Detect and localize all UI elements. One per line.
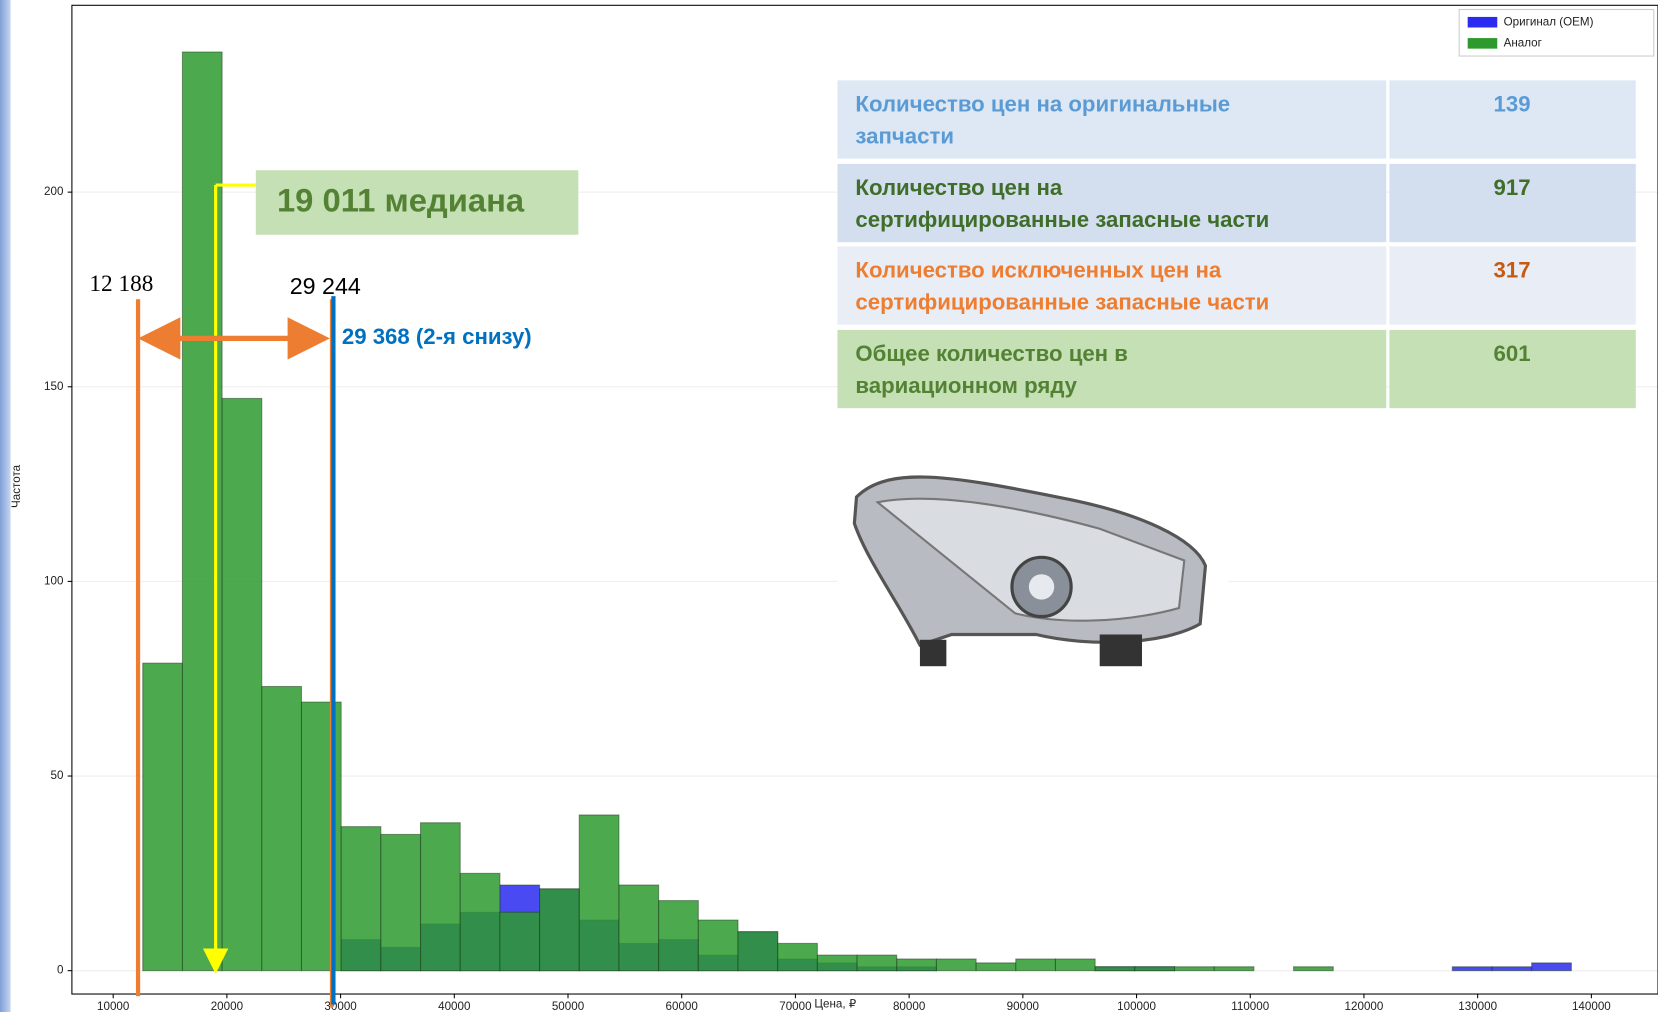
x-tick-label: 140000	[1572, 1000, 1611, 1012]
x-tick-label: 10000	[97, 1000, 130, 1012]
y-tick-label: 50	[51, 769, 64, 782]
annotation-label: 29 244	[290, 273, 361, 299]
histogram-bar	[737, 931, 779, 972]
y-tick-label: 0	[57, 964, 64, 977]
histogram-bar	[1134, 966, 1176, 972]
histogram-bar	[1173, 966, 1215, 972]
y-tick-label: 200	[44, 185, 64, 198]
histogram-bar	[975, 962, 1017, 972]
annotation-label: 19 011 медиана	[277, 182, 525, 219]
histogram-bar	[261, 685, 303, 972]
x-tick-label: 30000	[324, 1000, 357, 1012]
histogram-bar	[658, 900, 699, 972]
x-tick-label: 130000	[1458, 1000, 1497, 1012]
row-label: Количество цен на оригинальные	[855, 92, 1230, 117]
legend-label: Оригинал (OEM)	[1504, 15, 1594, 28]
histogram-bar	[1094, 966, 1136, 972]
histogram-bar	[856, 954, 898, 972]
histogram-bar	[499, 911, 541, 972]
table-cell	[837, 329, 1387, 409]
row-label: запчасти	[855, 123, 954, 148]
x-tick-label: 80000	[893, 1000, 926, 1012]
row-label: сертифицированные запасные части	[855, 289, 1269, 314]
histogram-bar	[777, 942, 818, 972]
table-cell	[837, 246, 1387, 325]
x-axis-label: Цена, ₽	[814, 998, 856, 1011]
row-label: Общее количество цен в	[855, 341, 1127, 366]
row-value: 917	[1494, 175, 1531, 200]
histogram-bar	[697, 919, 739, 972]
histogram-bar	[419, 822, 461, 972]
x-tick-label: 90000	[1007, 1000, 1040, 1012]
row-label: Количество исключенных цен на	[855, 258, 1221, 283]
histogram-bar	[1213, 966, 1255, 972]
x-tick-label: 50000	[552, 1000, 585, 1012]
histogram-bar	[1054, 958, 1096, 972]
histogram-bar	[896, 958, 937, 972]
x-tick-label: 100000	[1117, 1000, 1156, 1012]
histogram-bar	[380, 833, 422, 972]
histogram-bar	[1293, 966, 1334, 972]
summary-table: Количество цен на оригинальные запчасти 13…	[837, 80, 1636, 409]
row-value: 317	[1494, 258, 1531, 283]
histogram-bar	[618, 884, 660, 972]
x-tick-label: 120000	[1345, 1000, 1384, 1012]
row-value: 139	[1494, 92, 1531, 117]
table-cell	[837, 80, 1387, 159]
x-tick-label: 70000	[779, 1000, 812, 1012]
legend-label: Аналог	[1504, 36, 1542, 49]
y-tick-label: 100	[44, 574, 64, 587]
histogram-bar	[1491, 966, 1533, 972]
table-cell	[837, 163, 1387, 243]
headlamp-image	[837, 438, 1229, 677]
histogram-bar	[935, 958, 977, 972]
legend-swatch	[1467, 16, 1498, 28]
table-cell	[1389, 80, 1636, 159]
histogram-bar	[1531, 962, 1572, 972]
histogram-bar	[142, 662, 183, 972]
histogram-bar	[459, 872, 501, 972]
histogram-bar	[578, 814, 620, 972]
row-label: сертифицированные запасные части	[855, 207, 1269, 232]
y-tick-label: 150	[44, 380, 64, 393]
side-strip	[0, 0, 11, 1012]
histogram-bar	[1451, 966, 1493, 972]
plot-frame	[71, 4, 1658, 995]
legend: Оригинал (OEM) Аналог	[1458, 8, 1655, 57]
annotation-label: 12 188	[89, 271, 153, 297]
x-tick-label: 60000	[666, 1000, 699, 1012]
histogram-bar	[340, 826, 382, 972]
table-cell	[1389, 163, 1636, 243]
row-label: вариационном ряду	[855, 373, 1077, 398]
histogram-bar	[1015, 958, 1056, 972]
histogram-bar	[221, 397, 263, 972]
annotation-label: 29 368 (2-я снизу)	[342, 324, 532, 349]
x-tick-label: 110000	[1231, 1000, 1269, 1012]
row-value: 601	[1494, 341, 1531, 366]
x-tick-label: 20000	[211, 1000, 244, 1012]
table-cell	[1389, 246, 1636, 325]
table-cell	[1389, 329, 1636, 409]
x-tick-label: 40000	[438, 1000, 471, 1012]
histogram-bar	[539, 888, 580, 972]
legend-swatch	[1467, 38, 1498, 49]
row-label: Количество цен на	[855, 175, 1062, 200]
y-axis-label: Частота	[10, 464, 23, 508]
annotation-box	[255, 170, 579, 235]
plot-area: 0 50 100 150 200 10000 20000 30000 40000 50000 600…	[44, 8, 1658, 1012]
histogram-bar	[816, 954, 858, 972]
